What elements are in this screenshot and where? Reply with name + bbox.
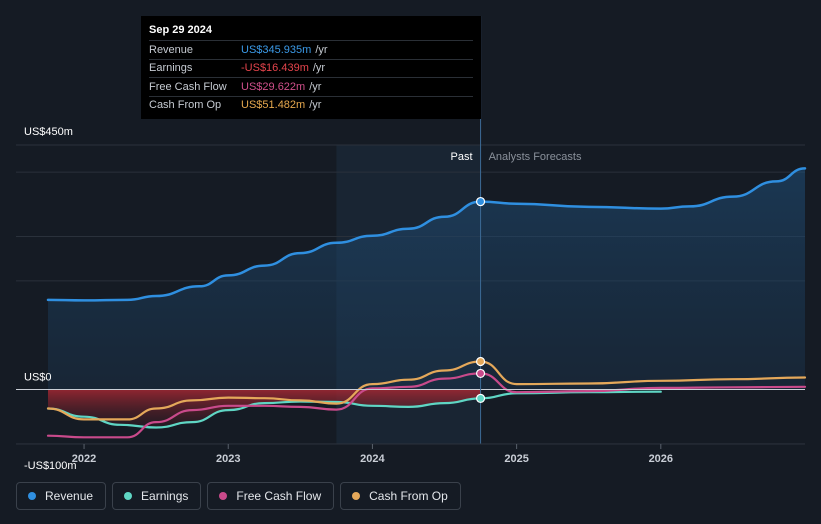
legend-item-free-cash-flow[interactable]: Free Cash Flow [207, 482, 335, 510]
legend-label: Cash From Op [369, 489, 448, 503]
x-tick-label: 2024 [360, 453, 385, 465]
legend-dot-icon [124, 492, 133, 500]
tooltip-row-revenue: Revenue US$345.935m /yr [149, 40, 473, 59]
legend-dot-icon [352, 492, 361, 500]
tooltip-value: US$345.935m [241, 43, 312, 56]
series-line-free-cash-flow [46, 372, 807, 439]
tooltip-value: US$29.622m [241, 80, 306, 93]
tooltip-markers [475, 196, 486, 404]
legend: Revenue Earnings Free Cash Flow Cash Fro… [16, 482, 461, 510]
legend-label: Free Cash Flow [236, 489, 322, 503]
marker-earnings [475, 393, 486, 404]
marker-cash-from-op [475, 356, 486, 367]
tooltip-unit: /yr [315, 43, 328, 56]
tooltip-label: Earnings [149, 62, 193, 75]
x-tick-label: 2025 [504, 453, 528, 465]
earnings-negative-area [48, 389, 481, 428]
legend-item-cash-from-op[interactable]: Cash From Op [340, 482, 461, 510]
area-fills [48, 168, 805, 428]
y-tick-label-top: US$450m [24, 126, 73, 138]
tooltip-row-free-cash-flow: Free Cash Flow US$29.622m /yr [149, 77, 473, 96]
tooltip-date: Sep 29 2024 [149, 24, 212, 36]
x-tick-label: 2026 [649, 453, 673, 465]
tooltip-value: US$51.482m [241, 99, 306, 112]
series-lines [46, 167, 807, 439]
tooltip-label: Free Cash Flow [149, 80, 227, 93]
legend-dot-icon [219, 492, 228, 500]
tooltip-unit: /yr [309, 80, 322, 93]
legend-item-earnings[interactable]: Earnings [112, 482, 202, 510]
tooltip-label: Revenue [149, 43, 194, 56]
x-tick-label: 2023 [216, 453, 240, 465]
revenue-area [48, 168, 805, 390]
x-axis: 2022 2023 2024 2025 2026 [16, 443, 805, 465]
series-line-cash-from-op [46, 360, 807, 421]
tooltip-label: Cash From Op [149, 99, 222, 112]
marker-free-cash-flow [475, 368, 486, 379]
legend-dot-icon [28, 492, 36, 500]
y-tick-label-bottom: -US$100m [24, 460, 77, 472]
tooltip-unit: /yr [309, 99, 322, 112]
y-tick-label-zero: US$0 [24, 372, 52, 384]
tooltip-row-earnings: Earnings -US$16.439m /yr [149, 58, 473, 78]
forecast-label: Analysts Forecasts [489, 151, 582, 163]
legend-item-revenue[interactable]: Revenue [16, 482, 107, 510]
tooltip-value: -US$16.439m [241, 62, 309, 75]
tooltip: Sep 29 2024 Revenue US$345.935m /yr Earn… [141, 16, 481, 119]
series-line-revenue [46, 167, 807, 302]
tooltip-unit: /yr [312, 62, 326, 75]
tooltip-row-cash-from-op: Cash From Op US$51.482m /yr [149, 95, 473, 115]
past-label: Past [451, 151, 473, 163]
x-tick-label: 2022 [72, 453, 96, 465]
legend-label: Earnings [141, 489, 189, 503]
legend-label: Revenue [45, 489, 94, 503]
marker-revenue [475, 196, 486, 207]
